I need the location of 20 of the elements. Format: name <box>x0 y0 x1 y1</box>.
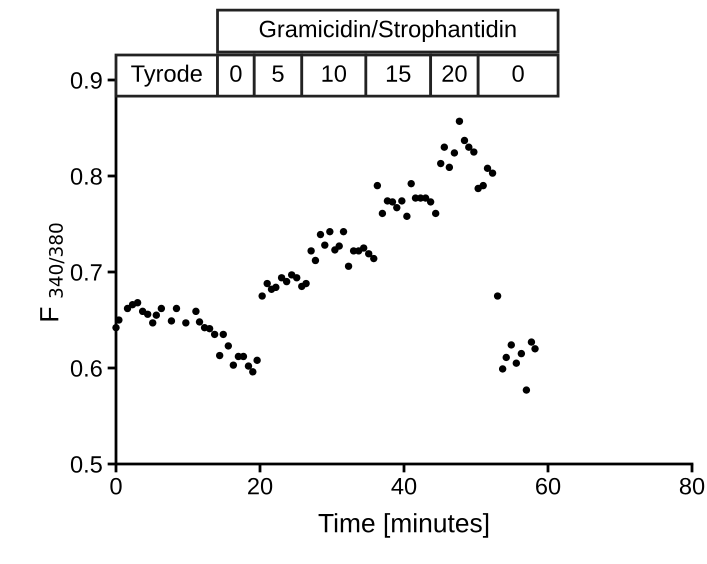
band-label: 5 <box>272 65 284 82</box>
x-tick-label: 20 <box>248 478 272 495</box>
y-tick-label: 0.8 <box>70 168 102 185</box>
band-label: 10 <box>322 65 346 82</box>
band-label: 20 <box>442 65 467 82</box>
x-tick-label: 40 <box>391 478 416 495</box>
y-tick-label: 0.7 <box>70 264 102 281</box>
y-tick-label: 0.6 <box>70 360 102 377</box>
band-label: 0 <box>512 65 524 82</box>
x-tick-label: 0 <box>110 478 122 495</box>
y-tick-label: 0.5 <box>70 456 102 473</box>
band-label: 15 <box>386 65 410 82</box>
x-axis-title: Time [minutes] <box>318 513 488 538</box>
x-tick-label: 80 <box>680 478 704 495</box>
y-tick-label: 0.9 <box>70 72 102 89</box>
text: Gramicidin/Strophantidin <box>260 20 516 42</box>
y-axis-title: F $_{340/380}$ <box>40 223 64 320</box>
band-label: 0 <box>230 65 242 82</box>
band-label: Tyrode <box>131 64 202 87</box>
x-tick-label: 60 <box>536 478 560 495</box>
